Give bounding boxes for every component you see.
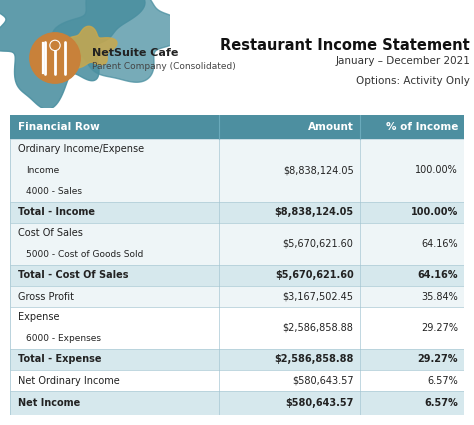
Circle shape (51, 42, 59, 49)
Text: 29.27%: 29.27% (421, 323, 458, 333)
Text: NetSuite Cafe: NetSuite Cafe (92, 48, 178, 58)
Text: $2,586,858.88: $2,586,858.88 (283, 323, 354, 333)
Text: Financial Row: Financial Row (18, 122, 100, 132)
Text: 35.84%: 35.84% (421, 292, 458, 301)
Bar (10, 391, 464, 415)
Text: Net Ordinary Income: Net Ordinary Income (18, 376, 120, 385)
Text: Parent Company (Consolidated): Parent Company (Consolidated) (92, 62, 236, 71)
Text: Ordinary Income/Expense: Ordinary Income/Expense (18, 144, 144, 155)
Bar (10, 223, 464, 265)
Text: % of Income: % of Income (386, 122, 458, 132)
Text: 6.57%: 6.57% (424, 398, 458, 408)
Text: $5,670,621.60: $5,670,621.60 (275, 270, 354, 280)
Text: 29.27%: 29.27% (418, 354, 458, 365)
Text: Restaurant Income Statement: Restaurant Income Statement (220, 38, 470, 53)
Text: Total - Income: Total - Income (18, 207, 95, 218)
Text: 6000 - Expenses: 6000 - Expenses (26, 334, 101, 343)
Text: Total - Cost Of Sales: Total - Cost Of Sales (18, 270, 128, 280)
Text: $8,838,124.05: $8,838,124.05 (274, 207, 354, 218)
Text: 100.00%: 100.00% (415, 165, 458, 176)
Bar (10, 307, 464, 349)
Text: Expense: Expense (18, 312, 60, 323)
Text: Amount: Amount (308, 122, 354, 132)
Text: $580,643.57: $580,643.57 (292, 376, 354, 385)
Bar (10, 265, 464, 286)
Bar (10, 286, 464, 307)
Text: 64.16%: 64.16% (421, 239, 458, 249)
Bar (10, 139, 464, 202)
Text: Total - Expense: Total - Expense (18, 354, 101, 365)
Text: 5000 - Cost of Goods Sold: 5000 - Cost of Goods Sold (26, 250, 143, 259)
Bar (10, 115, 464, 139)
Bar (10, 202, 464, 223)
Text: 4000 - Sales: 4000 - Sales (26, 187, 82, 196)
Text: Cost Of Sales: Cost Of Sales (18, 229, 83, 238)
Text: Net Income: Net Income (18, 398, 80, 408)
Text: January – December 2021: January – December 2021 (335, 56, 470, 66)
Text: $580,643.57: $580,643.57 (285, 398, 354, 408)
Text: $2,586,858.88: $2,586,858.88 (274, 354, 354, 365)
Text: Options: Activity Only: Options: Activity Only (356, 76, 470, 86)
Text: Gross Profit: Gross Profit (18, 292, 74, 301)
Text: 64.16%: 64.16% (418, 270, 458, 280)
Text: $3,167,502.45: $3,167,502.45 (283, 292, 354, 301)
Circle shape (30, 33, 80, 83)
Text: $5,670,621.60: $5,670,621.60 (283, 239, 354, 249)
Polygon shape (52, 0, 188, 82)
Text: Income: Income (26, 166, 59, 175)
Text: 100.00%: 100.00% (411, 207, 458, 218)
Text: $8,838,124.05: $8,838,124.05 (283, 165, 354, 176)
Polygon shape (66, 26, 117, 68)
Polygon shape (0, 0, 145, 109)
Text: 6.57%: 6.57% (427, 376, 458, 385)
Circle shape (50, 40, 60, 51)
Bar (10, 370, 464, 391)
Bar (10, 349, 464, 370)
